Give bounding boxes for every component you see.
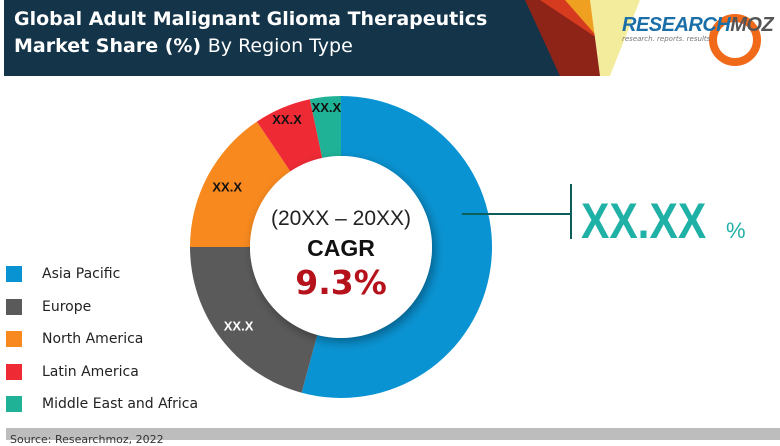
legend-swatch — [6, 331, 22, 348]
title-banner: Global Adult Malignant Glioma Therapeuti… — [4, 0, 604, 76]
slice-latin-america — [256, 99, 323, 172]
researchmoz-logo: RESEARCHMOZ research. reports. results — [622, 14, 774, 43]
legend: Asia Pacific Europe North America Latin Ame… — [6, 258, 198, 421]
data-label: XX.X — [312, 100, 342, 115]
legend-label: Europe — [42, 298, 92, 315]
donut-center — [250, 156, 432, 338]
legend-label: Asia Pacific — [42, 266, 121, 283]
header: Global Adult Malignant Glioma Therapeuti… — [0, 0, 780, 76]
legend-swatch — [6, 298, 22, 315]
cagr-value: 9.3% — [295, 263, 387, 302]
legend-item: North America — [6, 323, 198, 356]
slice-asia-pacific — [301, 96, 493, 398]
title-line-2: Market Share (%) — [14, 35, 202, 57]
logo-tagline: research. reports. results — [622, 35, 711, 43]
legend-swatch — [6, 363, 22, 380]
legend-item: Asia Pacific — [6, 258, 198, 291]
legend-label: North America — [42, 331, 144, 348]
cagr-label: CAGR — [307, 235, 375, 261]
callout-value: XX.XX — [581, 193, 706, 249]
footer-bar: Source: Researchmoz, 2022 — [6, 428, 780, 446]
legend-label: Latin America — [42, 363, 139, 380]
legend-item: Europe — [6, 291, 198, 324]
title-line-1: Global Adult Malignant Glioma Therapeuti… — [14, 8, 488, 30]
data-label: XX.X — [224, 318, 254, 333]
slice-europe — [190, 247, 318, 393]
legend-swatch — [6, 266, 22, 283]
data-label: XX.X — [272, 112, 302, 127]
callout-unit: % — [726, 218, 746, 243]
legend-item: Middle East and Africa — [6, 388, 198, 421]
chart-title: Global Adult Malignant Glioma Therapeuti… — [14, 6, 487, 60]
legend-item: Latin America — [6, 356, 198, 389]
legend-label: Middle East and Africa — [42, 396, 199, 413]
banner-decoration — [525, 0, 780, 76]
logo-moz: MOZ — [730, 14, 774, 36]
slice-middle-east-and-africa — [309, 96, 341, 158]
data-label: XX.X — [212, 179, 242, 194]
legend-swatch — [6, 396, 22, 413]
logo-text: RESEARCH — [622, 14, 731, 36]
slice-north-america — [190, 121, 291, 247]
title-subtitle: By Region Type — [207, 35, 353, 57]
cagr-period: (20XX – 20XX) — [271, 207, 411, 230]
